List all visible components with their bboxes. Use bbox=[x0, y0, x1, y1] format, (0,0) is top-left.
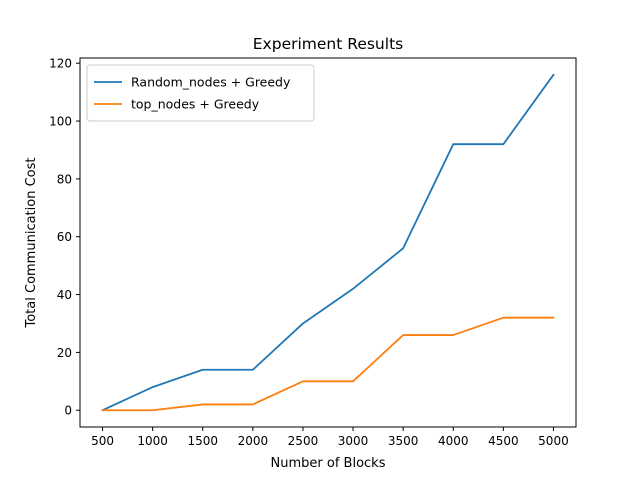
x-tick-label: 500 bbox=[91, 434, 114, 448]
y-tick-label: 100 bbox=[49, 115, 72, 129]
x-tick-label: 5000 bbox=[538, 434, 569, 448]
legend-label: Random_nodes + Greedy bbox=[131, 75, 291, 90]
chart-title: Experiment Results bbox=[253, 35, 403, 53]
y-tick-label: 60 bbox=[57, 230, 72, 244]
y-axis: 0 20 40 60 80 100 120 bbox=[49, 57, 80, 418]
y-tick-label: 0 bbox=[64, 404, 72, 418]
series-line-1 bbox=[101, 316, 555, 412]
x-tick-label: 2000 bbox=[238, 434, 269, 448]
x-tick-label: 3000 bbox=[338, 434, 369, 448]
y-tick-label: 120 bbox=[49, 57, 72, 71]
x-tick-label: 4000 bbox=[438, 434, 469, 448]
legend-box bbox=[86, 64, 315, 122]
x-axis-label: Number of Blocks bbox=[271, 456, 386, 471]
legend: Random_nodes + Greedy top_nodes + Greedy bbox=[86, 64, 315, 122]
series-lines bbox=[101, 73, 555, 412]
plot-frame bbox=[79, 57, 577, 428]
legend-label: top_nodes + Greedy bbox=[131, 97, 260, 112]
y-axis-label: Total Communication Cost bbox=[24, 158, 39, 329]
x-tick-label: 4500 bbox=[488, 434, 519, 448]
x-tick-label: 1500 bbox=[187, 434, 218, 448]
x-tick-label: 1000 bbox=[137, 434, 168, 448]
y-tick-label: 80 bbox=[57, 172, 72, 186]
x-tick-label: 2500 bbox=[288, 434, 319, 448]
y-tick-label: 40 bbox=[57, 288, 72, 302]
y-tick-label: 20 bbox=[57, 346, 72, 360]
x-axis: 500 1000 1500 2000 2500 3000 3500 4000 4500 5000 bbox=[91, 427, 569, 448]
series-line-0 bbox=[101, 73, 555, 412]
x-tick-label: 3500 bbox=[388, 434, 419, 448]
